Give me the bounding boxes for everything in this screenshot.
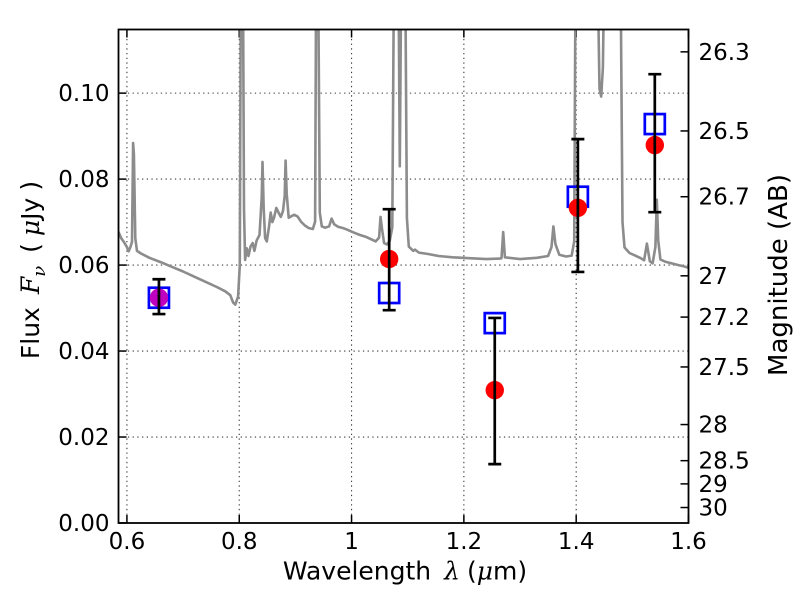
y-axis-title-left: Flux Fν ( μJy): [16, 181, 50, 359]
mag-tick-label: 26.7: [699, 185, 750, 211]
flux-tick-label: 0.08: [58, 167, 109, 193]
mag-tick-label: 30: [699, 496, 728, 522]
lambda-symbol: λ: [444, 556, 461, 586]
mag-tick-label: 26.5: [699, 119, 750, 145]
model-spectrum-line: [118, 29, 689, 306]
x-tick-label: 0.6: [109, 529, 146, 555]
mag-tick-label: 27: [699, 264, 728, 290]
flux-tick-label: 0.06: [58, 253, 109, 279]
y-axis-unit-text: Jy: [16, 197, 46, 220]
photometry-errorbar: [648, 72, 662, 214]
x-tick-label: 1.6: [670, 529, 707, 555]
mag-tick-label: 29: [699, 472, 728, 498]
x-tick-label: 1.2: [446, 529, 483, 555]
x-tick-label: 1: [344, 529, 359, 555]
flux-tick-label: 0.02: [58, 425, 109, 451]
mag-tick-label: 26.3: [699, 40, 750, 66]
x-tick-label: 1.4: [558, 529, 595, 555]
photometry-errorbars: [152, 72, 662, 466]
x-tick-label: 0.8: [221, 529, 258, 555]
y-axis-title-right: Magnitude (AB): [764, 174, 794, 376]
mag-tick-label: 27.2: [699, 305, 750, 331]
tick-labels: 0.6 0.8 1 1.2 1.4 1.6 0.00 0.02 0.04 0.06 0.08 0.10…: [58, 40, 749, 555]
plot-frame: [117, 28, 690, 524]
tick-marks: [118, 29, 690, 524]
mu-jy-symbol: μ: [16, 219, 46, 237]
mag-tick-label: 27.5: [699, 355, 750, 381]
x-axis-title: Wavelength λ (μm): [283, 557, 527, 586]
grid-lines: [118, 29, 690, 523]
y-axis-title-text: Flux: [16, 307, 46, 360]
flux-tick-label: 0.00: [58, 511, 109, 537]
photometry-errorbar: [152, 277, 166, 316]
mag-tick-label: 28.5: [699, 449, 750, 475]
mag-tick-label: 28: [699, 413, 728, 439]
flux-tick-label: 0.10: [58, 81, 109, 107]
mu-symbol: μ: [476, 556, 494, 586]
x-axis-unit-close: m): [493, 556, 528, 586]
y-axis-unit-open: (: [16, 243, 46, 253]
photometry-errorbar: [571, 137, 585, 274]
flux-F-symbol: F: [16, 276, 46, 295]
flux-tick-label: 0.04: [58, 339, 109, 365]
photometry-errorbar: [382, 207, 396, 312]
nu-symbol: ν: [28, 265, 50, 277]
x-axis-title-text: Wavelength: [282, 556, 432, 586]
y-axis-unit-close: ): [16, 180, 46, 191]
x-axis-unit-open: (: [467, 556, 477, 586]
photometry-errorbar: [488, 316, 502, 466]
